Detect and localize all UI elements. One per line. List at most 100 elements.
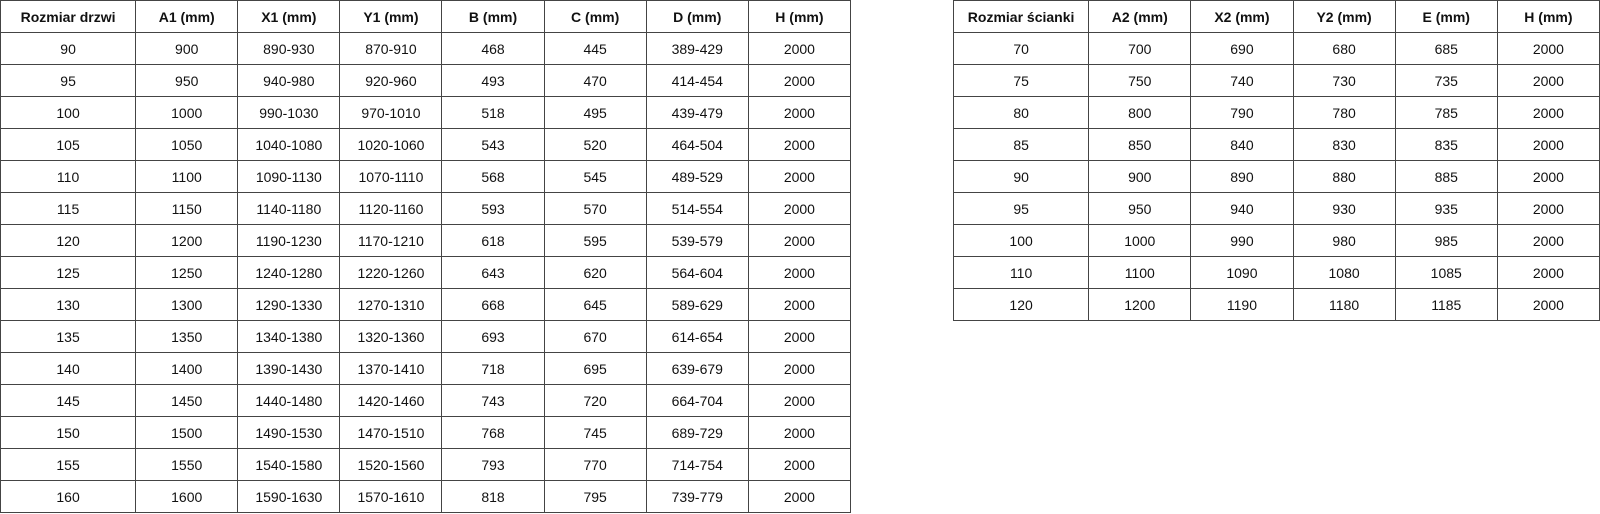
table-cell: 1070-1110 xyxy=(339,160,443,193)
table-cell: 2000 xyxy=(1496,96,1600,129)
table-cell: 495 xyxy=(543,96,647,129)
table-cell: 95 xyxy=(952,192,1090,225)
table-cell: 793 xyxy=(441,448,545,481)
header-row: Rozmiar drzwi A1 (mm) X1 (mm) Y1 (mm) B (mm)… xyxy=(0,0,852,33)
table-row: 140 1400 1390-1430 1370-1410 718 695 639-679 20… xyxy=(0,352,852,385)
table-cell: 568 xyxy=(441,160,545,193)
table-cell: 768 xyxy=(441,416,545,449)
table-row: 100 1000 990-1030 970-1010 518 495 439-479 2000 xyxy=(0,96,852,129)
table-cell: 2000 xyxy=(1496,256,1600,289)
table-cell: 1550 xyxy=(135,448,239,481)
column-header: X1 (mm) xyxy=(237,0,341,33)
table-cell: 1490-1530 xyxy=(237,416,341,449)
table-row: 110 1100 1090-1130 1070-1110 568 545 489-529 20… xyxy=(0,160,852,193)
table-cell: 2000 xyxy=(1496,64,1600,97)
table-cell: 790 xyxy=(1190,96,1294,129)
table-cell: 80 xyxy=(952,96,1090,129)
table-row: 80 800 790 780 785 2000 xyxy=(952,96,1600,129)
table-cell: 645 xyxy=(543,288,647,321)
table-cell: 1520-1560 xyxy=(339,448,443,481)
table-cell: 2000 xyxy=(747,128,852,161)
table-cell: 695 xyxy=(543,352,647,385)
table-cell: 130 xyxy=(0,288,137,321)
table-row: 130 1300 1290-1330 1270-1310 668 645 589-629 20… xyxy=(0,288,852,321)
table-cell: 1400 xyxy=(135,352,239,385)
table-row: 135 1350 1340-1380 1320-1360 693 670 614-654 20… xyxy=(0,320,852,353)
table-cell: 570 xyxy=(543,192,647,225)
table-cell: 885 xyxy=(1394,160,1498,193)
table-cell: 2000 xyxy=(747,480,852,513)
table-cell: 155 xyxy=(0,448,137,481)
table-cell: 470 xyxy=(543,64,647,97)
table-cell: 990-1030 xyxy=(237,96,341,129)
table-cell: 100 xyxy=(0,96,137,129)
table-cell: 880 xyxy=(1292,160,1396,193)
table-cell: 115 xyxy=(0,192,137,225)
table-cell: 1150 xyxy=(135,192,239,225)
table-cell: 2000 xyxy=(747,96,852,129)
table-cell: 489-529 xyxy=(645,160,749,193)
table-cell: 664-704 xyxy=(645,384,749,417)
table-cell: 2000 xyxy=(1496,160,1600,193)
column-header: Y1 (mm) xyxy=(339,0,443,33)
table-cell: 1100 xyxy=(1088,256,1192,289)
table-cell: 700 xyxy=(1088,32,1192,65)
table-cell: 850 xyxy=(1088,128,1192,161)
table-cell: 840 xyxy=(1190,128,1294,161)
table-cell: 950 xyxy=(135,64,239,97)
column-header: H (mm) xyxy=(747,0,852,33)
table-cell: 1080 xyxy=(1292,256,1396,289)
table-cell: 105 xyxy=(0,128,137,161)
table-cell: 2000 xyxy=(747,288,852,321)
table-cell: 464-504 xyxy=(645,128,749,161)
table-cell: 1180 xyxy=(1292,288,1396,321)
table-cell: 2000 xyxy=(1496,128,1600,161)
column-header: D (mm) xyxy=(645,0,749,33)
table-cell: 1590-1630 xyxy=(237,480,341,513)
table-cell: 714-754 xyxy=(645,448,749,481)
table-cell: 1440-1480 xyxy=(237,384,341,417)
table-cell: 1000 xyxy=(135,96,239,129)
table-cell: 1100 xyxy=(135,160,239,193)
table-cell: 100 xyxy=(952,224,1090,257)
table-cell: 890 xyxy=(1190,160,1294,193)
table-cell: 445 xyxy=(543,32,647,65)
table-row: 95 950 940-980 920-960 493 470 414-454 2000 xyxy=(0,64,852,97)
table-cell: 920-960 xyxy=(339,64,443,97)
table-cell: 795 xyxy=(543,480,647,513)
table-cell: 70 xyxy=(952,32,1090,65)
table-cell: 689-729 xyxy=(645,416,749,449)
table-cell: 620 xyxy=(543,256,647,289)
table-cell: 1190-1230 xyxy=(237,224,341,257)
table-cell: 539-579 xyxy=(645,224,749,257)
table-cell: 985 xyxy=(1394,224,1498,257)
table-cell: 1090 xyxy=(1190,256,1294,289)
table-cell: 900 xyxy=(1088,160,1192,193)
table-cell: 730 xyxy=(1292,64,1396,97)
table-cell: 1020-1060 xyxy=(339,128,443,161)
table-cell: 2000 xyxy=(1496,192,1600,225)
table-cell: 1050 xyxy=(135,128,239,161)
table-cell: 743 xyxy=(441,384,545,417)
table-cell: 1140-1180 xyxy=(237,192,341,225)
table-row: 160 1600 1590-1630 1570-1610 818 795 739-779 20… xyxy=(0,480,852,513)
column-header: E (mm) xyxy=(1394,0,1498,33)
table-cell: 1290-1330 xyxy=(237,288,341,321)
table-cell: 1340-1380 xyxy=(237,320,341,353)
table-cell: 1300 xyxy=(135,288,239,321)
table-cell: 614-654 xyxy=(645,320,749,353)
column-header: B (mm) xyxy=(441,0,545,33)
table-cell: 1420-1460 xyxy=(339,384,443,417)
table-cell: 1170-1210 xyxy=(339,224,443,257)
column-header: C (mm) xyxy=(543,0,647,33)
table-row: 120 1200 1190-1230 1170-1210 618 595 539-579 20… xyxy=(0,224,852,257)
table-row: 90 900 890 880 885 2000 xyxy=(952,160,1600,193)
table-cell: 1040-1080 xyxy=(237,128,341,161)
table-cell: 1270-1310 xyxy=(339,288,443,321)
column-header: Y2 (mm) xyxy=(1292,0,1396,33)
table-cell: 1600 xyxy=(135,480,239,513)
table-cell: 830 xyxy=(1292,128,1396,161)
table-cell: 593 xyxy=(441,192,545,225)
table-cell: 468 xyxy=(441,32,545,65)
table-cell: 668 xyxy=(441,288,545,321)
